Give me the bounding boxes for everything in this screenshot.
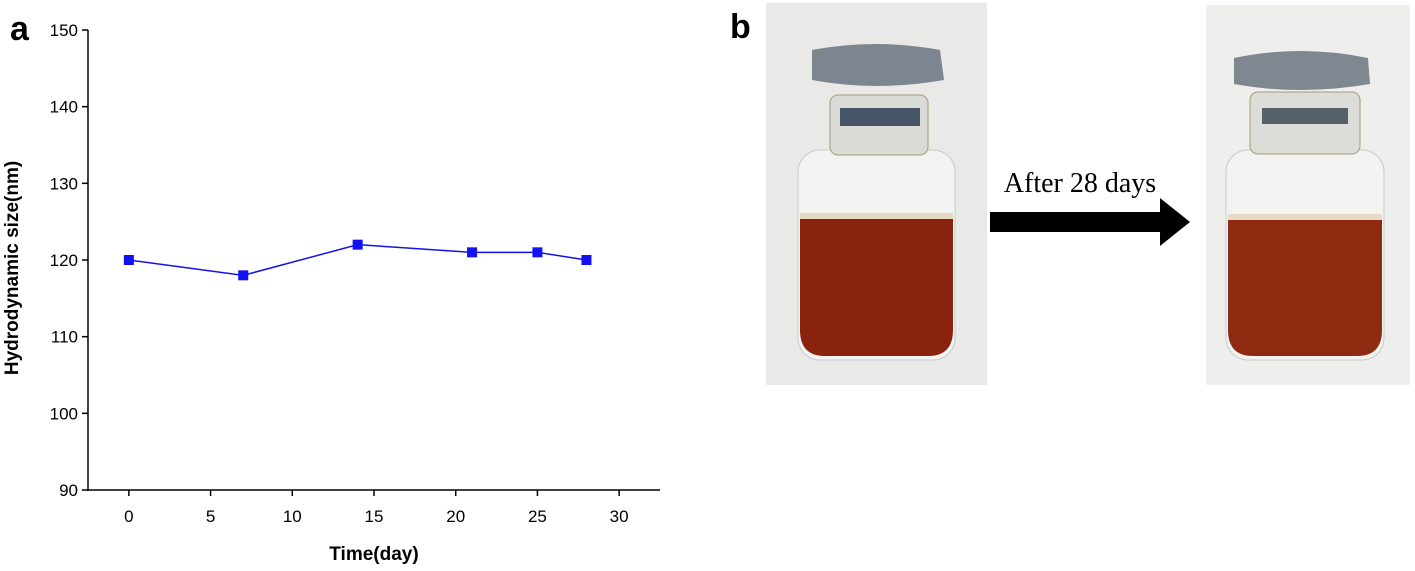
marker <box>238 270 249 281</box>
marker <box>467 247 478 258</box>
marker <box>581 255 592 265</box>
y-tick-label: 140 <box>50 98 78 117</box>
vial-photo-before <box>766 3 987 385</box>
y-tick-label: 150 <box>50 21 78 40</box>
y-tick-label: 130 <box>50 174 78 193</box>
panel-label: a <box>10 10 30 48</box>
x-tick-label: 25 <box>528 507 547 526</box>
y-tick-label: 110 <box>51 328 78 347</box>
marker <box>123 255 134 265</box>
x-tick-label: 30 <box>610 507 629 526</box>
x-tick-label: 20 <box>446 507 465 526</box>
x-tick-label: 5 <box>206 507 215 526</box>
line <box>128 243 587 277</box>
x-tick-label: 10 <box>283 507 302 526</box>
y-tick-label: 90 <box>59 481 78 500</box>
marker <box>352 239 363 250</box>
annotation: After 28 days <box>1004 168 1156 199</box>
panel-label: b <box>730 8 751 46</box>
plot-area: 90 100 110 120 130 140 150 0 5 10 15 20 25 30 <box>50 21 629 526</box>
marker <box>532 247 543 258</box>
x-tick-label: 0 <box>124 507 133 526</box>
y-tick-label: 100 <box>50 404 78 423</box>
arrow <box>990 198 1190 246</box>
y-tick-label: 120 <box>50 251 78 270</box>
x-tick-label: 15 <box>365 507 384 526</box>
x-axis-title: Time(day) <box>329 544 418 565</box>
y-axis-title: Hydrodynamic size(nm) <box>2 161 23 375</box>
vial-photo-after <box>1206 5 1410 385</box>
